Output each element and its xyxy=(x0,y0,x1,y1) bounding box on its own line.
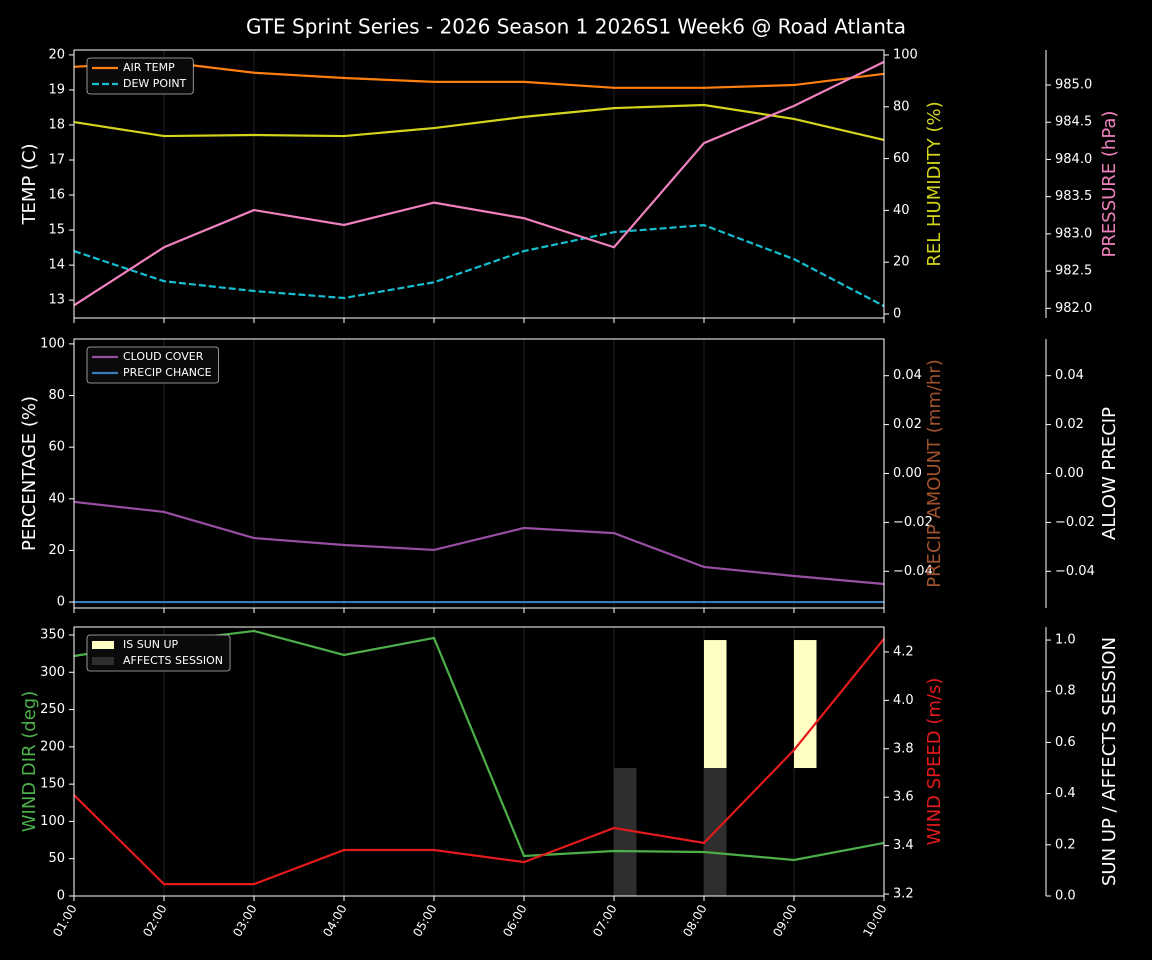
y-tick-label: 250 xyxy=(40,702,65,717)
y3-tick-label: 983.0 xyxy=(1055,226,1092,241)
y2-tick-label: −0.02 xyxy=(893,515,933,530)
y3-tick-label: 1.0 xyxy=(1055,633,1076,648)
axis-label: TEMP (C) xyxy=(19,143,40,225)
y2-tick-label: 3.2 xyxy=(893,887,914,902)
y-tick-label: 60 xyxy=(48,440,65,455)
y-tick-label: 150 xyxy=(40,777,65,792)
legend: IS SUN UP AFFECTS SESSION xyxy=(86,634,231,672)
y2-tick-label: 0.04 xyxy=(893,368,922,383)
y2-tick-label: 60 xyxy=(893,151,910,166)
legend-box xyxy=(86,634,231,672)
y2-tick-label: 40 xyxy=(893,203,910,218)
axis-label: WIND SPEED (m/s) xyxy=(924,678,945,846)
y3-tick-label: 984.5 xyxy=(1055,115,1092,130)
y2-tick-label: 100 xyxy=(893,47,918,62)
series-line xyxy=(73,60,885,307)
y3-tick-label: 982.5 xyxy=(1055,264,1092,279)
legend-label: CLOUD COVER xyxy=(123,350,204,363)
axis-label: REL HUMIDITY (%) xyxy=(924,101,945,266)
y2-tick-label: 4.0 xyxy=(893,693,914,708)
y-tick-label: 20 xyxy=(48,543,65,558)
y3-tick-label: 0.04 xyxy=(1055,368,1084,383)
y-tick-label: 15 xyxy=(48,223,65,238)
y3-tick-label: 0.4 xyxy=(1055,786,1076,801)
y-tick-label: 19 xyxy=(48,82,65,97)
y-tick-label: 14 xyxy=(48,258,65,273)
y3-tick-label: −0.02 xyxy=(1055,515,1095,530)
legend-swatch xyxy=(92,641,114,649)
series-line xyxy=(73,500,885,586)
y3-tick-label: 985.0 xyxy=(1055,77,1092,92)
y2-tick-label: 3.8 xyxy=(893,741,914,756)
y3-tick-label: 0.6 xyxy=(1055,735,1076,750)
bar xyxy=(614,768,637,896)
legend-label: DEW POINT xyxy=(123,77,187,90)
y3-tick-label: 0.00 xyxy=(1055,466,1084,481)
y2-tick-label: 80 xyxy=(893,99,910,114)
y2-tick-label: −0.04 xyxy=(893,564,933,579)
plot-frame xyxy=(73,338,885,609)
y3-tick-label: 982.0 xyxy=(1055,301,1092,316)
y2-tick-label: 0.00 xyxy=(893,466,922,481)
plot-frame xyxy=(73,49,885,319)
series-line xyxy=(73,224,885,308)
y3-tick-label: 0.0 xyxy=(1055,889,1076,904)
y-tick-label: 300 xyxy=(40,665,65,680)
bar xyxy=(704,640,727,769)
y-tick-label: 200 xyxy=(40,739,65,754)
y3-tick-label: 984.0 xyxy=(1055,152,1092,167)
y3-tick-label: 983.5 xyxy=(1055,189,1092,204)
y2-tick-label: 3.4 xyxy=(893,838,914,853)
axis-label: WIND DIR (deg) xyxy=(19,691,40,833)
legend-label: IS SUN UP xyxy=(123,638,179,651)
legend-swatch xyxy=(92,657,114,665)
y-tick-label: 20 xyxy=(48,47,65,62)
y-tick-label: 0 xyxy=(57,595,65,610)
plot-frame xyxy=(73,626,885,897)
series-line xyxy=(73,103,885,142)
y3-tick-label: 0.2 xyxy=(1055,837,1076,852)
y-tick-label: 100 xyxy=(40,814,65,829)
y-tick-label: 13 xyxy=(48,293,65,308)
y-tick-label: 16 xyxy=(48,188,65,203)
axis-label: PRESSURE (hPa) xyxy=(1099,111,1120,258)
axis-label: PRECIP AMOUNT (mm/hr) xyxy=(924,359,945,588)
y3-tick-label: 0.8 xyxy=(1055,684,1076,699)
legend: CLOUD COVER PRECIP CHANCE xyxy=(86,346,220,384)
y2-tick-label: 3.6 xyxy=(893,790,914,805)
y-tick-label: 50 xyxy=(48,851,65,866)
legend-box xyxy=(86,346,220,384)
y3-tick-label: −0.04 xyxy=(1055,564,1095,579)
y-tick-label: 0 xyxy=(57,889,65,904)
y-tick-label: 18 xyxy=(48,117,65,132)
series-line xyxy=(73,60,885,89)
axis-label: PERCENTAGE (%) xyxy=(19,396,40,551)
y2-tick-label: 4.2 xyxy=(893,644,914,659)
y-tick-label: 17 xyxy=(48,153,65,168)
y2-tick-label: 0.02 xyxy=(893,417,922,432)
legend-label: AFFECTS SESSION xyxy=(123,654,223,667)
bar xyxy=(794,640,817,769)
axis-label: SUN UP / AFFECTS SESSION xyxy=(1099,637,1120,886)
y-tick-label: 80 xyxy=(48,388,65,403)
y-tick-label: 350 xyxy=(40,627,65,642)
series-line xyxy=(73,638,885,886)
axis-label: ALLOW PRECIP xyxy=(1099,407,1120,540)
legend-label: AIR TEMP xyxy=(123,61,175,74)
chart-title: GTE Sprint Series - 2026 Season 1 2026S1… xyxy=(246,15,906,39)
y3-tick-label: 0.02 xyxy=(1055,417,1084,432)
y-tick-label: 100 xyxy=(40,336,65,351)
y2-tick-label: 0 xyxy=(893,307,901,322)
legend-label: PRECIP CHANCE xyxy=(123,366,212,379)
y2-tick-label: 20 xyxy=(893,255,910,270)
legend: AIR TEMP DEW POINT xyxy=(86,57,194,95)
y-tick-label: 40 xyxy=(48,491,65,506)
